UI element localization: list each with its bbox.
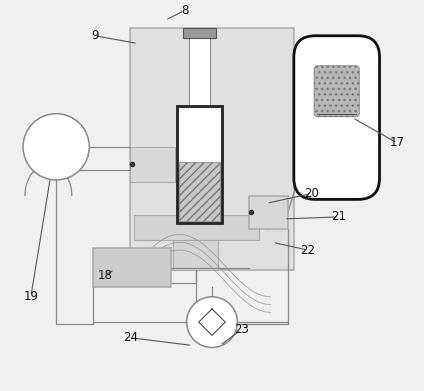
Bar — [183, 28, 216, 38]
Text: 8: 8 — [181, 4, 188, 17]
Text: 23: 23 — [234, 323, 248, 336]
Bar — [134, 215, 259, 240]
FancyBboxPatch shape — [294, 36, 379, 199]
Bar — [130, 147, 175, 182]
Text: 22: 22 — [300, 244, 315, 256]
Bar — [249, 196, 288, 229]
Text: 24: 24 — [123, 331, 138, 344]
Bar — [177, 106, 222, 223]
Bar — [189, 36, 210, 110]
Text: 18: 18 — [98, 269, 112, 282]
FancyBboxPatch shape — [314, 66, 359, 117]
Bar — [173, 240, 218, 269]
Text: 9: 9 — [91, 29, 99, 42]
Bar — [93, 248, 171, 287]
Text: 21: 21 — [331, 210, 346, 223]
Bar — [130, 28, 294, 269]
Text: 20: 20 — [304, 187, 319, 200]
Circle shape — [23, 114, 89, 180]
Circle shape — [187, 297, 237, 348]
Text: 19: 19 — [23, 290, 38, 303]
Bar — [179, 162, 220, 221]
Text: 17: 17 — [390, 136, 404, 149]
